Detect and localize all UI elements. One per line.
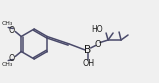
Text: HO: HO: [91, 24, 103, 34]
Text: O: O: [95, 40, 101, 48]
Text: O: O: [8, 25, 14, 35]
Text: CH₃: CH₃: [2, 62, 13, 67]
Text: O: O: [8, 54, 14, 62]
Text: OH: OH: [82, 60, 94, 68]
Text: CH₃: CH₃: [2, 21, 13, 26]
Text: B: B: [84, 45, 92, 55]
